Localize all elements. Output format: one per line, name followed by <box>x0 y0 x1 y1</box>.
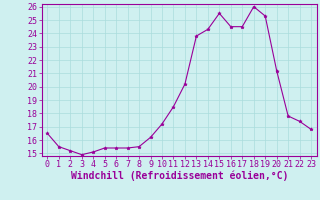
X-axis label: Windchill (Refroidissement éolien,°C): Windchill (Refroidissement éolien,°C) <box>70 171 288 181</box>
